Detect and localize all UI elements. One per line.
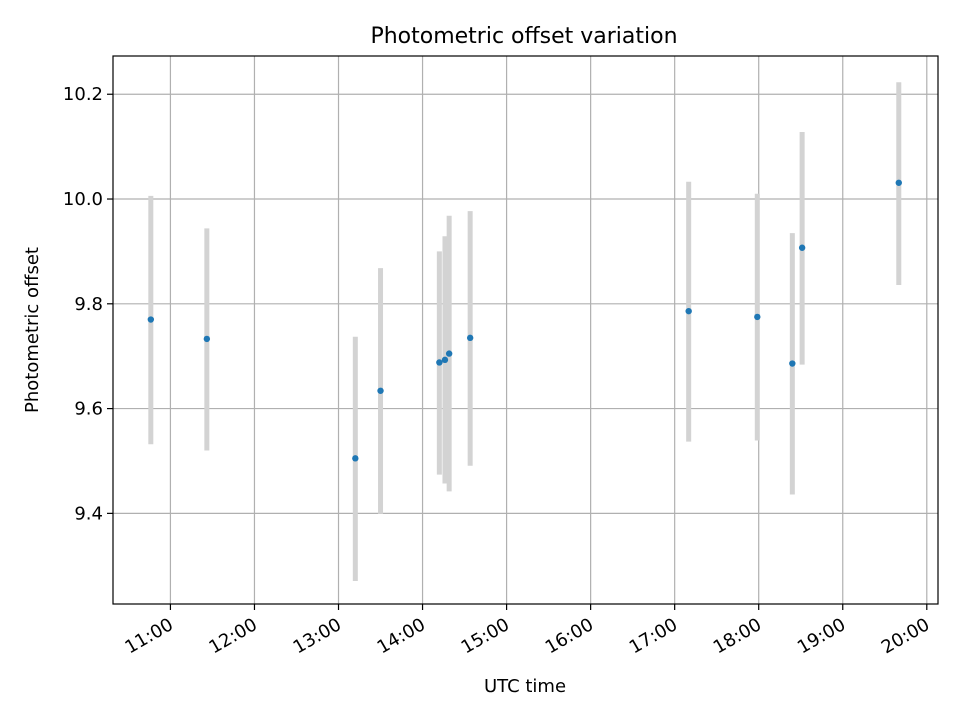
data-point	[377, 387, 384, 394]
data-point	[445, 350, 453, 357]
errorbar-layer	[148, 82, 902, 581]
x-tick-label: 15:00	[458, 614, 513, 658]
x-tick-label: 14:00	[374, 614, 429, 658]
x-tick-label: 19:00	[794, 614, 849, 658]
y-tick-label: 10.0	[63, 189, 103, 210]
x-tick-label: 18:00	[710, 614, 765, 658]
point-layer	[147, 179, 902, 462]
data-point	[436, 359, 443, 366]
data-point	[798, 244, 806, 251]
data-point	[352, 455, 359, 462]
y-tick-label: 9.8	[74, 294, 103, 315]
x-tick-label: 17:00	[626, 614, 681, 658]
data-point	[147, 316, 155, 323]
chart-title: Photometric offset variation	[370, 24, 677, 49]
grid-layer	[113, 56, 938, 604]
data-point	[754, 313, 761, 321]
data-point	[789, 360, 796, 367]
x-tick-label: 12:00	[206, 614, 261, 658]
data-point	[895, 179, 902, 186]
y-tick-label: 9.4	[74, 503, 103, 524]
x-tick-label: 13:00	[290, 614, 345, 658]
x-tick-label: 16:00	[542, 614, 597, 658]
data-point	[441, 356, 449, 364]
plot-frame	[112, 55, 939, 605]
data-point	[685, 307, 692, 315]
x-tick-label: 20:00	[878, 614, 933, 658]
data-point	[466, 334, 474, 342]
data-point	[203, 335, 211, 343]
y-axis-label: Photometric offset	[22, 247, 43, 413]
x-axis-label: UTC time	[484, 676, 566, 697]
y-tick-label: 10.2	[63, 84, 103, 105]
x-tick-label: 11:00	[122, 614, 177, 658]
y-tick-label: 9.6	[74, 399, 103, 420]
